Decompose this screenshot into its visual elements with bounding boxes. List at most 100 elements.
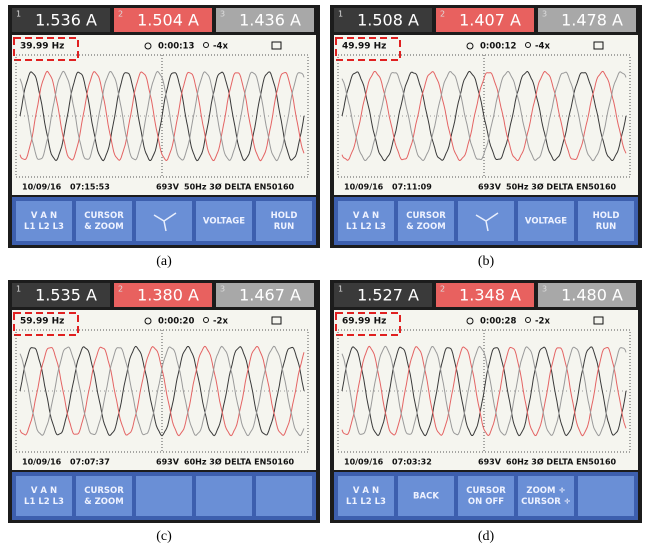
- configuration: 50Hz 3Ø DELTA EN50160: [506, 182, 617, 192]
- softkey-label: CURSOR: [406, 211, 446, 221]
- softkey-label: CURSOR: [466, 486, 506, 496]
- frequency: 59.99 Hz: [20, 317, 64, 327]
- softkey: [518, 476, 574, 516]
- clock: 07:11:09: [392, 183, 432, 192]
- phase-number: 3: [220, 285, 225, 294]
- clock: 07:15:53: [70, 183, 110, 192]
- frequency: 39.99 Hz: [20, 42, 64, 52]
- frequency: 49.99 Hz: [342, 42, 386, 52]
- voltage: 693V: [156, 458, 180, 467]
- figure: 1 1.536 A 2 1.504 A 3 1.436 A 39.99 Hz 0:00:13 -…: [0, 0, 647, 546]
- softkey-label: HOLD: [593, 211, 620, 221]
- softkey: [256, 476, 312, 516]
- softkey-label: & ZOOM: [84, 497, 123, 507]
- caption: (a): [156, 254, 172, 269]
- reading-value: 1.536 A: [35, 11, 97, 30]
- clock: 07:07:37: [70, 458, 110, 467]
- date: 10/09/16: [22, 458, 62, 467]
- softkey-label: RUN: [596, 222, 617, 232]
- reading-value: 1.480 A: [561, 286, 623, 305]
- reading-value: 1.407 A: [459, 11, 521, 30]
- softkey-label: CURSOR: [84, 486, 124, 496]
- voltage: 693V: [478, 183, 502, 192]
- reading-value: 1.504 A: [137, 11, 199, 30]
- timer: 0:00:13: [158, 42, 194, 52]
- softkey-label: ON OFF: [468, 497, 504, 507]
- softkey-label: CURSOR ÷: [521, 497, 571, 507]
- softkey: [256, 201, 312, 241]
- screenshot-panel: 1 1.527 A 2 1.348 A 3 1.480 A 69.99 Hz 0:00:28 -…: [330, 280, 642, 523]
- softkey: [398, 201, 454, 241]
- softkey-label: L1 L2 L3: [346, 222, 386, 232]
- reading-value: 1.380 A: [137, 286, 199, 305]
- softkey-label: V A N: [353, 211, 379, 221]
- zoom: -2x: [535, 317, 550, 327]
- reading-value: 1.508 A: [357, 11, 419, 30]
- zoom: -4x: [535, 42, 550, 52]
- phase-number: 3: [542, 285, 547, 294]
- softkey-label: CURSOR: [84, 211, 124, 221]
- screen: [12, 310, 316, 470]
- reading-value: 1.478 A: [561, 11, 623, 30]
- softkey-label: & ZOOM: [406, 222, 445, 232]
- screenshot-panel: 1 1.508 A 2 1.407 A 3 1.478 A 49.99 Hz 0:00:12 -…: [330, 5, 642, 248]
- date: 10/09/16: [22, 183, 62, 192]
- phase-number: 2: [118, 285, 123, 294]
- softkey-label: V A N: [31, 211, 57, 221]
- phase-number: 3: [542, 10, 547, 19]
- configuration: 60Hz 3Ø DELTA EN50160: [506, 457, 617, 467]
- softkey: [16, 476, 72, 516]
- softkey-label: BACK: [413, 492, 439, 502]
- reading-value: 1.527 A: [357, 286, 419, 305]
- softkey-label: L1 L2 L3: [24, 222, 64, 232]
- caption: (c): [156, 529, 172, 544]
- screen: [334, 310, 638, 470]
- date: 10/09/16: [344, 183, 384, 192]
- phase-number: 1: [16, 10, 21, 19]
- softkey-label: HOLD: [271, 211, 298, 221]
- configuration: 60Hz 3Ø DELTA EN50160: [184, 457, 295, 467]
- screen: [12, 35, 316, 195]
- softkey-label: L1 L2 L3: [24, 497, 64, 507]
- timer: 0:00:12: [480, 42, 516, 52]
- softkey: [136, 476, 192, 516]
- clock: 07:03:32: [392, 458, 432, 467]
- phase-number: 2: [440, 10, 445, 19]
- softkey: [338, 201, 394, 241]
- phase-number: 1: [338, 10, 343, 19]
- softkey: [578, 476, 634, 516]
- softkey: [16, 201, 72, 241]
- phase-number: 2: [440, 285, 445, 294]
- softkey: [76, 201, 132, 241]
- frequency: 69.99 Hz: [342, 317, 386, 327]
- softkey-label: L1 L2 L3: [346, 497, 386, 507]
- softkey-label: RUN: [274, 222, 295, 232]
- phase-number: 2: [118, 10, 123, 19]
- timer: 0:00:28: [480, 317, 516, 327]
- reading-value: 1.467 A: [239, 286, 301, 305]
- softkey: [458, 476, 514, 516]
- reading-value: 1.348 A: [459, 286, 521, 305]
- zoom: -2x: [213, 317, 228, 327]
- caption: (b): [478, 254, 495, 269]
- voltage: 693V: [156, 183, 180, 192]
- phase-number: 1: [16, 285, 21, 294]
- softkey-label: & ZOOM: [84, 222, 123, 232]
- screenshot-panel: 1 1.536 A 2 1.504 A 3 1.436 A 39.99 Hz 0:00:13 -…: [8, 5, 320, 248]
- voltage: 693V: [478, 458, 502, 467]
- softkey-label: VOLTAGE: [525, 217, 567, 227]
- reading-value: 1.436 A: [239, 11, 301, 30]
- softkey-label: V A N: [31, 486, 57, 496]
- timer: 0:00:20: [158, 317, 194, 327]
- zoom: -4x: [213, 42, 228, 52]
- softkey-label: ZOOM ÷: [526, 486, 565, 496]
- softkey-label: VOLTAGE: [203, 217, 245, 227]
- configuration: 50Hz 3Ø DELTA EN50160: [184, 182, 295, 192]
- date: 10/09/16: [344, 458, 384, 467]
- softkey: [578, 201, 634, 241]
- softkey: [196, 476, 252, 516]
- phase-number: 3: [220, 10, 225, 19]
- caption: (d): [478, 529, 495, 544]
- phase-number: 1: [338, 285, 343, 294]
